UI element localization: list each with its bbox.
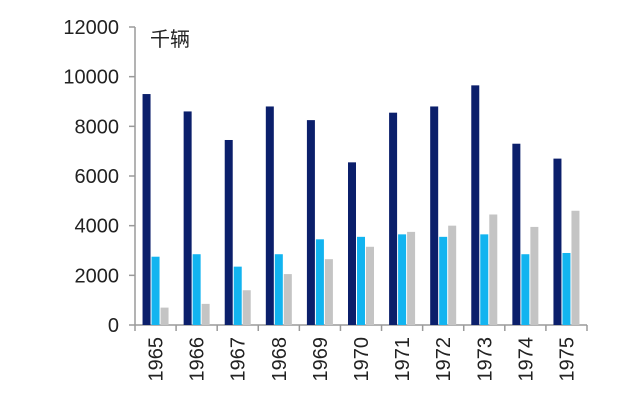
bar-series-2-1967: [233, 266, 242, 325]
bar-series-2-1972: [439, 236, 448, 325]
bar-series-3-1965: [160, 307, 169, 325]
bar-series-2-1974: [521, 254, 530, 325]
bar-series-1-1965: [142, 94, 151, 325]
bar-series-3-1975: [571, 210, 580, 325]
x-tick-label: 1969: [310, 337, 332, 382]
y-tick-label: 2000: [75, 265, 120, 287]
y-tick-label: 6000: [75, 166, 120, 188]
x-tick-label: 1966: [187, 337, 209, 382]
bar-series-1-1969: [306, 120, 315, 325]
unit-label: 千辆: [150, 27, 190, 51]
bar-series-3-1973: [489, 214, 498, 325]
y-tick-label: 10000: [63, 67, 119, 89]
bar-series-3-1967: [242, 290, 251, 325]
x-tick-label: 1967: [228, 337, 250, 382]
y-tick-label: 8000: [75, 116, 120, 138]
bar-series-3-1966: [201, 303, 210, 325]
bar-series-2-1970: [357, 236, 365, 325]
x-tick-label: 1965: [146, 337, 168, 382]
bar-series-3-1971: [407, 231, 416, 325]
x-tick-label: 1971: [392, 337, 414, 382]
x-tick-label: 1972: [433, 337, 455, 382]
bar-series-1-1972: [430, 106, 439, 325]
bar-series-2-1969: [315, 239, 324, 325]
x-tick-label: 1975: [556, 337, 578, 382]
bar-series-1-1973: [471, 85, 480, 325]
bar-series-2-1973: [480, 234, 489, 325]
x-tick-label: 1970: [351, 337, 373, 382]
x-ticks: 1965 1966 1967 1968 1969 1970 1971 1972 1973 1974…: [134, 325, 588, 382]
bar-series-3-1969: [324, 259, 333, 325]
bar-series-1-1971: [389, 112, 398, 325]
bar-series-3-1972: [448, 225, 457, 325]
bar-series-3-1970: [366, 246, 374, 325]
bar-series-3-1974: [530, 226, 539, 325]
y-axis: 0 2000 4000 6000 8000 10000 12000: [63, 17, 136, 337]
x-axis: 1965 1966 1967 1968 1969 1970 1971 1972 1973 1974…: [134, 324, 588, 382]
bar-series-1-1967: [224, 139, 233, 325]
bar-series-1-1966: [183, 111, 192, 325]
bar-series-2-1965: [151, 256, 160, 325]
bar-series-2-1971: [398, 234, 407, 325]
bar-series-1-1974: [512, 143, 521, 325]
x-tick-label: 1968: [269, 337, 291, 382]
bars: [142, 85, 580, 325]
bar-series-2-1975: [562, 252, 571, 325]
bar-series-1-1968: [265, 106, 274, 325]
y-tick-label: 4000: [75, 216, 120, 238]
y-ticks: 0 2000 4000 6000 8000 10000 12000: [63, 17, 135, 337]
y-tick-label: 0: [108, 315, 119, 337]
x-tick-label: 1973: [474, 337, 496, 382]
bar-series-3-1968: [283, 274, 292, 325]
x-tick-label: 1974: [515, 337, 537, 382]
bar-series-2-1966: [192, 254, 201, 325]
bar-series-1-1975: [553, 158, 562, 325]
y-tick-label: 12000: [63, 17, 119, 39]
bar-series-1-1970: [348, 162, 356, 325]
bar-series-2-1968: [274, 254, 283, 325]
